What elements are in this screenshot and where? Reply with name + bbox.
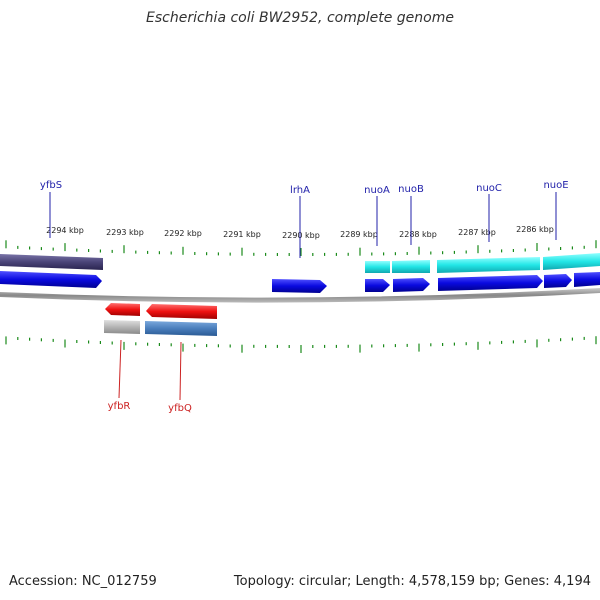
reverse-strand-track — [105, 303, 217, 319]
gene-arrow-lrhA[interactable] — [272, 279, 327, 293]
scale-label: 2287 kbp — [458, 228, 496, 237]
map-title: Escherichia coli BW2952, complete genome — [146, 10, 454, 26]
inner-tick-ring — [5, 336, 597, 353]
gene-arrow-nuoC[interactable] — [438, 275, 543, 291]
forward-strand-track — [0, 271, 600, 293]
scale-label: 2293 kbp — [106, 228, 144, 237]
genome-backbone — [0, 288, 600, 303]
gene-label-nuoE[interactable]: nuoE — [543, 180, 568, 191]
gene-arrow-nuoB[interactable] — [393, 278, 430, 292]
scale-label: 2294 kbp — [46, 226, 84, 235]
scale-label: 2289 kbp — [340, 230, 378, 239]
gene-label-nuoA[interactable]: nuoA — [364, 185, 390, 196]
accession-text: Accession: NC_012759 — [9, 574, 157, 589]
gene-label-yfbS[interactable]: yfbS — [40, 180, 62, 191]
gene-label-nuoB[interactable]: nuoB — [398, 184, 424, 195]
purple-feature[interactable] — [0, 254, 103, 270]
gene-label-yfbR[interactable]: yfbR — [108, 401, 131, 412]
outer-tick-ring — [5, 240, 597, 256]
scale-label: 2290 kbp — [282, 231, 320, 240]
scale-label: 2288 kbp — [399, 230, 437, 239]
gene-arrow-yfbQ[interactable] — [146, 304, 217, 319]
gene-label-lrhA[interactable]: lrhA — [290, 185, 310, 196]
gene-label-yfbQ[interactable]: yfbQ — [168, 403, 192, 414]
cyan-feature[interactable] — [392, 260, 430, 273]
scale-label: 2292 kbp — [164, 229, 202, 238]
gene-arrow-forward[interactable] — [574, 272, 600, 287]
cyan-feature[interactable] — [365, 261, 390, 273]
genome-summary-text: Topology: circular; Length: 4,578,159 bp… — [233, 574, 591, 589]
gray-feature[interactable] — [104, 320, 140, 334]
scale-labels: 2294 kbp 2293 kbp 2292 kbp 2291 kbp 2290… — [46, 225, 554, 240]
feature-track-outer — [0, 253, 600, 273]
scale-label: 2291 kbp — [223, 230, 261, 239]
cyan-feature[interactable] — [437, 257, 540, 273]
feature-track-inner — [104, 320, 217, 336]
gene-arrow-yfbR[interactable] — [105, 303, 140, 316]
gene-arrow-nuoE[interactable] — [544, 274, 572, 288]
cyan-feature[interactable] — [543, 253, 600, 270]
gene-arrow-yfbS[interactable] — [0, 271, 102, 288]
bottom-gene-labels: yfbR yfbQ — [108, 339, 192, 414]
steel-feature[interactable] — [145, 321, 217, 336]
top-gene-labels: yfbS lrhA nuoA nuoB nuoC nuoE — [40, 180, 569, 258]
scale-label: 2286 kbp — [516, 225, 554, 234]
gene-label-nuoC[interactable]: nuoC — [476, 183, 502, 194]
gene-arrow-nuoA[interactable] — [365, 279, 390, 292]
label-leader — [179, 341, 182, 401]
label-leader — [118, 339, 122, 399]
